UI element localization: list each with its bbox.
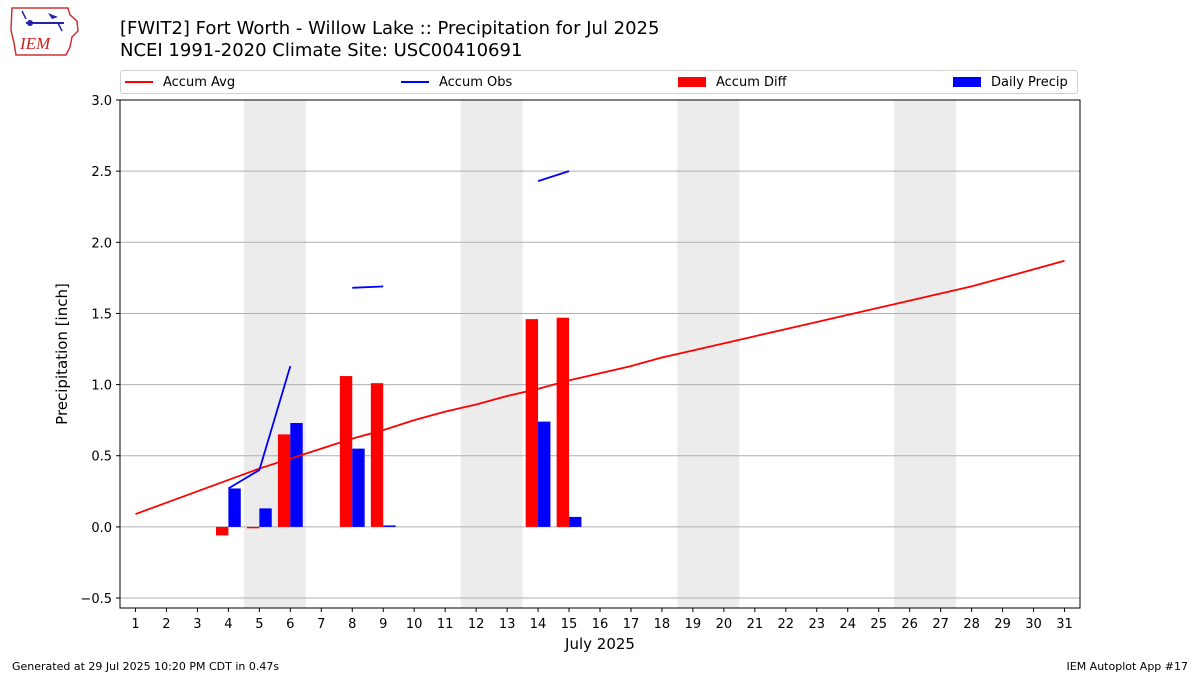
logo-text: IEM — [19, 34, 51, 53]
legend-swatch-accum-diff — [678, 77, 706, 87]
iem-logo: IEM — [10, 7, 79, 56]
ytick-label-7: 3.0 — [91, 94, 112, 109]
xtick-label-11: 11 — [437, 617, 454, 632]
xtick-label-17: 17 — [623, 617, 640, 632]
xtick-label-15: 15 — [561, 617, 578, 632]
accum-obs-line-1 — [352, 285, 384, 289]
xtick-label-14: 14 — [530, 617, 547, 632]
xtick-label-29: 29 — [994, 617, 1011, 632]
legend-label-daily-precip: Daily Precip — [991, 74, 1068, 90]
xtick-label-30: 30 — [1025, 617, 1042, 632]
legend-swatch-accum-avg — [125, 81, 153, 83]
xtick-label-9: 9 — [379, 617, 387, 632]
legend-swatch-accum-obs — [401, 81, 429, 83]
ytick-label-3: 1.0 — [91, 379, 112, 394]
xtick-label-5: 5 — [255, 617, 263, 632]
accum-diff-bar-day-14 — [525, 319, 539, 527]
legend-label-accum-avg: Accum Avg — [163, 74, 236, 90]
accum-diff-bar-day-8 — [339, 376, 353, 527]
xtick-label-10: 10 — [406, 617, 423, 632]
xtick-label-22: 22 — [778, 617, 795, 632]
daily-precip-bar-day-15 — [569, 516, 582, 527]
accum-diff-bar-day-4 — [216, 526, 229, 536]
xtick-label-20: 20 — [716, 617, 733, 632]
legend: Accum Avg Accum Obs Accum Diff Daily Pre… — [120, 70, 1078, 94]
xtick-label-26: 26 — [901, 617, 918, 632]
xtick-label-21: 21 — [747, 617, 764, 632]
xtick-label-28: 28 — [963, 617, 980, 632]
accum-obs-line-0 — [227, 365, 292, 490]
xtick-label-1: 1 — [131, 617, 139, 632]
xtick-label-16: 16 — [592, 617, 609, 632]
app-credit: IEM Autoplot App #17 — [1066, 660, 1189, 673]
y-axis-label: Precipitation [inch] — [53, 283, 71, 425]
accum-diff-bar-day-5 — [246, 526, 260, 529]
chart-subtitle: NCEI 1991-2020 Climate Site: USC00410691 — [120, 40, 523, 61]
legend-item-accum-avg: Accum Avg — [125, 71, 235, 93]
daily-precip-bar-day-9 — [383, 525, 396, 527]
accum-avg-line — [135, 259, 1065, 515]
xtick-label-8: 8 — [348, 617, 356, 632]
daily-precip-bar-day-5 — [259, 508, 272, 527]
xtick-label-19: 19 — [685, 617, 702, 632]
daily-precip-bar-day-8 — [352, 448, 365, 527]
ytick-label-0: −0.5 — [80, 592, 112, 607]
legend-item-accum-obs: Accum Obs — [401, 71, 512, 93]
xtick-label-2: 2 — [162, 617, 170, 632]
xtick-label-18: 18 — [654, 617, 671, 632]
xtick-label-3: 3 — [193, 617, 201, 632]
ytick-label-6: 2.5 — [91, 165, 112, 180]
daily-precip-bar-day-14 — [538, 421, 551, 527]
chart-title: [FWIT2] Fort Worth - Willow Lake :: Prec… — [120, 18, 660, 39]
daily-precip-bar-day-4 — [228, 488, 241, 527]
ytick-label-1: 0.0 — [91, 521, 112, 536]
weekend-shade-0 — [243, 100, 306, 608]
accum-diff-bar-day-15 — [556, 317, 570, 527]
legend-label-accum-diff: Accum Diff — [716, 74, 787, 90]
ytick-label-4: 1.5 — [91, 307, 112, 322]
xtick-label-13: 13 — [499, 617, 516, 632]
legend-swatch-daily-precip — [953, 77, 981, 87]
accum-diff-bar-day-6 — [277, 434, 291, 527]
weekend-shade-2 — [677, 100, 740, 608]
accum-diff-bar-day-9 — [370, 383, 384, 527]
accum-obs-line-2 — [537, 170, 570, 182]
xtick-label-4: 4 — [224, 617, 232, 632]
legend-label-accum-obs: Accum Obs — [439, 74, 513, 90]
x-axis-label: July 2025 — [564, 635, 635, 653]
ytick-label-5: 2.0 — [91, 236, 112, 251]
xtick-label-31: 31 — [1056, 617, 1073, 632]
xtick-label-24: 24 — [839, 617, 856, 632]
xtick-label-7: 7 — [317, 617, 325, 632]
xtick-label-6: 6 — [286, 617, 294, 632]
xtick-label-27: 27 — [932, 617, 949, 632]
ytick-label-2: 0.5 — [91, 450, 112, 465]
xtick-label-12: 12 — [468, 617, 485, 632]
weekend-shade-3 — [894, 100, 957, 608]
xtick-label-23: 23 — [809, 617, 826, 632]
weekend-shade-1 — [460, 100, 523, 608]
xtick-label-25: 25 — [870, 617, 887, 632]
daily-precip-bar-day-6 — [290, 423, 303, 527]
legend-item-accum-diff: Accum Diff — [678, 71, 787, 93]
legend-item-daily-precip: Daily Precip — [953, 71, 1068, 93]
generated-timestamp: Generated at 29 Jul 2025 10:20 PM CDT in… — [12, 660, 280, 673]
